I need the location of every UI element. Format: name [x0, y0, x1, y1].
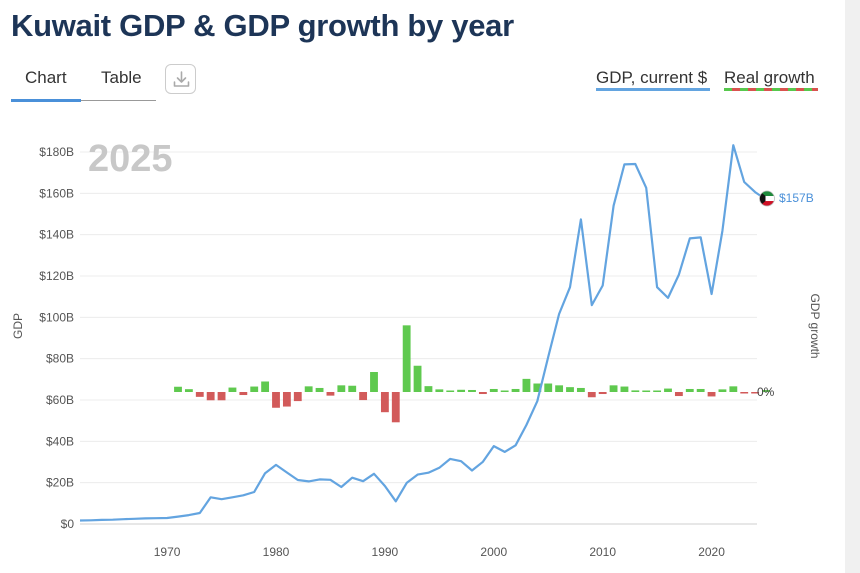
download-icon: [173, 71, 190, 87]
growth-bar[interactable]: [184, 389, 193, 392]
y-tick-label: $80B: [46, 352, 74, 366]
y-tick-label: $0: [61, 517, 75, 531]
view-tabs: Chart Table: [11, 63, 156, 102]
growth-bar[interactable]: [468, 389, 476, 392]
growth-bar[interactable]: [457, 389, 466, 392]
y-axis-label: GDP: [11, 313, 25, 339]
growth-bar[interactable]: [729, 386, 738, 392]
growth-bar[interactable]: [304, 386, 313, 392]
growth-bar[interactable]: [195, 392, 204, 397]
growth-bar[interactable]: [174, 386, 182, 392]
growth-bar[interactable]: [674, 392, 683, 397]
grid-lines: [80, 151, 757, 525]
active-tab-indicator: [11, 99, 81, 102]
growth-bar[interactable]: [391, 392, 400, 423]
growth-bar[interactable]: [446, 390, 455, 393]
legend-gdp-current[interactable]: GDP, current $: [596, 68, 708, 87]
growth-bar[interactable]: [566, 387, 574, 392]
growth-bar[interactable]: [707, 392, 716, 397]
growth-bar[interactable]: [500, 390, 509, 393]
y-tick-label: $180B: [39, 145, 74, 159]
y-tick-label: $160B: [39, 186, 74, 200]
tab-table[interactable]: Table: [101, 68, 142, 87]
growth-bar[interactable]: [609, 385, 618, 392]
y-tick-label: $60B: [46, 393, 74, 407]
gdp-end-label: $157B: [779, 191, 814, 205]
growth-bar[interactable]: [282, 392, 291, 407]
growth-bar[interactable]: [380, 392, 389, 413]
growth-bar[interactable]: [751, 392, 760, 394]
gdp-series-line: [79, 144, 767, 522]
growth-bar[interactable]: [217, 392, 226, 401]
current-year-label: 2025: [88, 138, 173, 180]
growth-bar[interactable]: [631, 390, 640, 392]
growth-bar[interactable]: [718, 389, 727, 392]
x-tick-label: 2010: [589, 545, 616, 559]
growth-bars: [174, 325, 770, 423]
x-tick-label: 2000: [480, 545, 507, 559]
legend-gdp-swatch: [596, 88, 710, 91]
growth-bar[interactable]: [762, 389, 770, 392]
y-tick-label: $140B: [39, 228, 74, 242]
y-axis-ticks: $0 $20B $40B $60B $80B $100B $120B $140B $160B $1…: [39, 145, 74, 531]
y-tick-label: $20B: [46, 476, 74, 490]
growth-bar[interactable]: [598, 392, 607, 395]
y2-axis-label: GDP growth: [808, 293, 822, 358]
growth-bar[interactable]: [326, 392, 335, 396]
growth-bar[interactable]: [435, 389, 444, 392]
growth-bar[interactable]: [413, 365, 422, 392]
growth-bar[interactable]: [478, 392, 487, 395]
x-tick-label: 1980: [263, 545, 290, 559]
growth-bar[interactable]: [533, 383, 542, 392]
growth-bar[interactable]: [228, 387, 237, 392]
growth-bar[interactable]: [250, 386, 259, 392]
growth-bar[interactable]: [206, 392, 215, 401]
growth-zero-label: 0%: [757, 385, 775, 399]
growth-bar[interactable]: [740, 392, 749, 394]
growth-bar[interactable]: [587, 392, 596, 398]
growth-bar[interactable]: [522, 378, 531, 392]
growth-bar[interactable]: [511, 388, 520, 392]
growth-bar[interactable]: [424, 386, 433, 392]
growth-bar[interactable]: [653, 390, 662, 393]
page-title: Kuwait GDP & GDP growth by year: [11, 8, 514, 43]
growth-bar[interactable]: [315, 387, 324, 392]
y-tick-label: $100B: [39, 310, 74, 324]
x-tick-label: 2020: [698, 545, 725, 559]
growth-bar[interactable]: [239, 392, 248, 396]
growth-bar[interactable]: [696, 388, 705, 392]
y-tick-label: $120B: [39, 269, 74, 283]
growth-bar[interactable]: [620, 386, 629, 392]
growth-bar[interactable]: [402, 325, 411, 392]
y-tick-label: $40B: [46, 434, 74, 448]
growth-bar[interactable]: [489, 388, 498, 392]
growth-bar[interactable]: [272, 392, 280, 408]
x-tick-label: 1990: [372, 545, 399, 559]
tab-chart[interactable]: Chart: [25, 68, 67, 87]
growth-bar[interactable]: [359, 392, 368, 401]
download-button[interactable]: [165, 64, 196, 94]
growth-bar[interactable]: [642, 390, 651, 393]
x-tick-label: 1970: [154, 545, 181, 559]
growth-bar[interactable]: [293, 392, 302, 402]
kuwait-flag-icon: [759, 190, 775, 207]
growth-bar[interactable]: [337, 385, 346, 392]
growth-bar[interactable]: [348, 385, 357, 392]
x-axis-ticks: 1970 1980 1990 2000 2010 2020: [154, 545, 725, 559]
scrollbar[interactable]: [845, 0, 860, 573]
growth-bar[interactable]: [555, 385, 564, 392]
growth-bar[interactable]: [544, 383, 553, 392]
legend-real-growth[interactable]: Real growth: [724, 68, 815, 87]
legend-growth-swatch: [724, 88, 818, 91]
growth-bar[interactable]: [664, 388, 672, 392]
growth-bar[interactable]: [685, 388, 694, 392]
growth-bar[interactable]: [576, 387, 585, 392]
growth-bar[interactable]: [370, 372, 378, 392]
growth-bar[interactable]: [261, 381, 270, 392]
